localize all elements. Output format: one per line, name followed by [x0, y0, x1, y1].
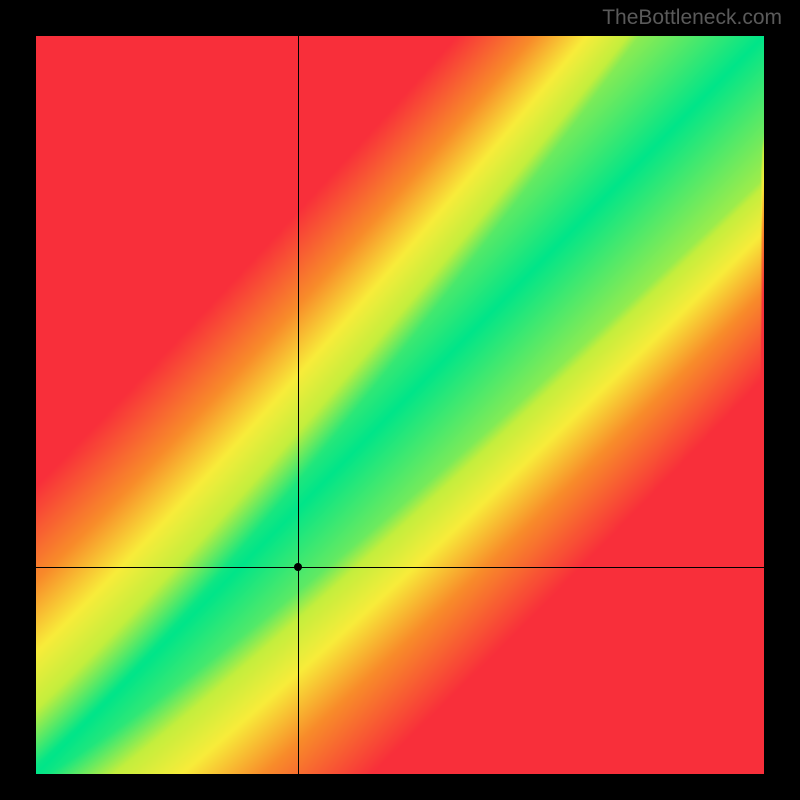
chart-frame: TheBottleneck.com [0, 0, 800, 800]
crosshair-vertical [298, 36, 299, 774]
data-point-marker [294, 563, 302, 571]
watermark-text: TheBottleneck.com [602, 6, 782, 30]
plot-area [36, 36, 764, 774]
bottleneck-heatmap [36, 36, 764, 774]
crosshair-horizontal [36, 567, 764, 568]
